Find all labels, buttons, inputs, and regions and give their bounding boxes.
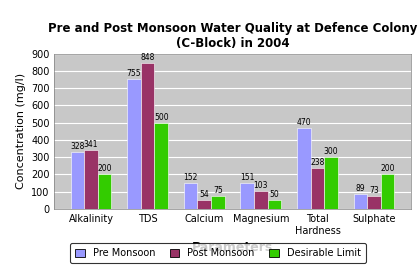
- Text: 50: 50: [269, 190, 279, 199]
- Bar: [84, 150, 98, 209]
- Text: 755: 755: [127, 69, 141, 78]
- X-axis label: Parameters: Parameters: [192, 241, 273, 254]
- Bar: [141, 63, 155, 209]
- Text: 500: 500: [154, 113, 168, 122]
- Text: 103: 103: [253, 181, 268, 190]
- Text: 300: 300: [324, 147, 339, 156]
- Bar: [184, 183, 197, 209]
- Bar: [354, 194, 367, 209]
- Bar: [155, 123, 168, 209]
- Text: 200: 200: [97, 165, 112, 173]
- Text: 200: 200: [380, 165, 395, 173]
- Text: 75: 75: [213, 186, 223, 195]
- Bar: [197, 200, 211, 209]
- Text: 238: 238: [310, 158, 325, 167]
- Bar: [211, 196, 225, 209]
- Text: 151: 151: [240, 173, 254, 182]
- Title: Pre and Post Monsoon Water Quality at Defence Colony
(C-Block) in 2004: Pre and Post Monsoon Water Quality at De…: [48, 22, 417, 50]
- Text: 341: 341: [84, 140, 98, 149]
- Text: 54: 54: [199, 190, 209, 199]
- Bar: [127, 79, 141, 209]
- Bar: [310, 168, 324, 209]
- Bar: [268, 200, 281, 209]
- Bar: [71, 152, 84, 209]
- Text: 89: 89: [356, 184, 365, 193]
- Text: 152: 152: [184, 173, 198, 182]
- Text: 328: 328: [70, 142, 85, 151]
- Bar: [241, 183, 254, 209]
- Bar: [381, 174, 394, 209]
- Bar: [367, 196, 381, 209]
- Bar: [98, 174, 111, 209]
- Text: 848: 848: [140, 53, 155, 62]
- Bar: [254, 191, 268, 209]
- Text: 470: 470: [297, 118, 311, 127]
- Legend: Pre Monsoon, Post Monsoon, Desirable Limit: Pre Monsoon, Post Monsoon, Desirable Lim…: [70, 243, 365, 263]
- Bar: [324, 157, 338, 209]
- Y-axis label: Concentration (mg/l): Concentration (mg/l): [16, 73, 26, 189]
- Bar: [297, 128, 310, 209]
- Text: 73: 73: [369, 187, 379, 195]
